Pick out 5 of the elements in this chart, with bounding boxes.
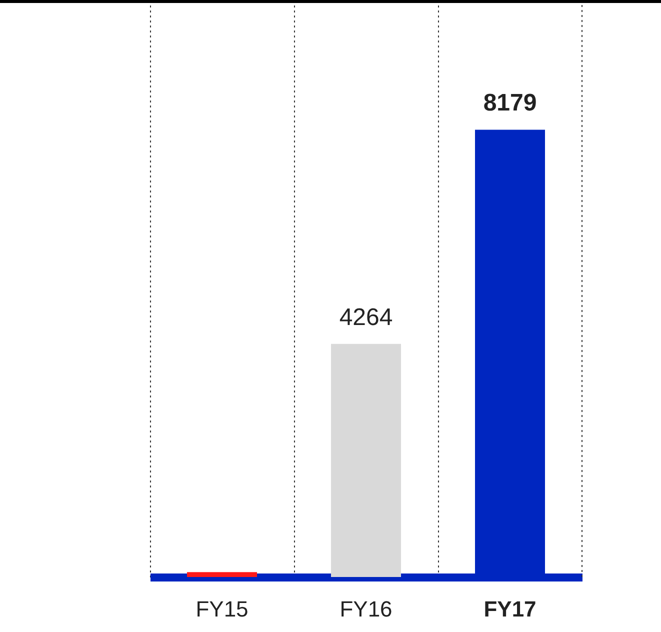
data-label: 4264 <box>339 304 393 331</box>
x-tick-label: FY16 <box>340 596 392 622</box>
data-label: 8179 <box>483 90 537 117</box>
x-tick-label: FY17 <box>484 596 536 622</box>
x-tick-label: FY15 <box>196 596 248 622</box>
